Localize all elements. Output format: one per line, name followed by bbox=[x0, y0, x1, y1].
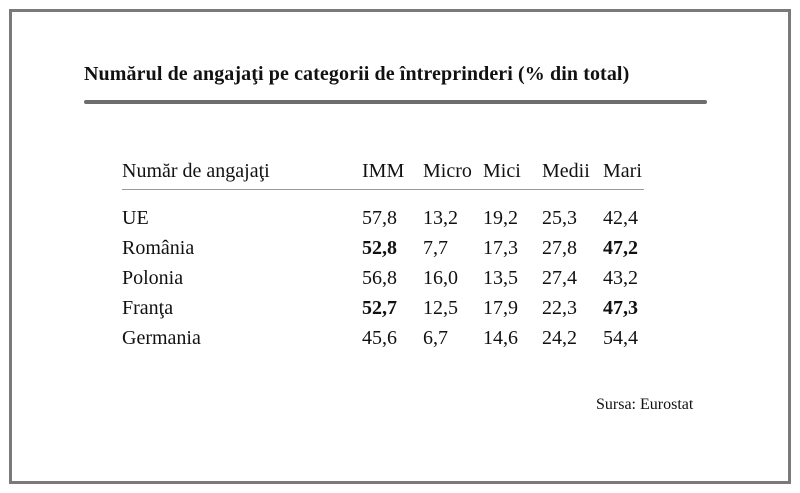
source-note: Sursa: Eurostat bbox=[596, 396, 694, 413]
row-label-3: Franţa bbox=[122, 297, 174, 319]
table-cell-r1-c0: 52,8 bbox=[362, 237, 397, 259]
table-cell-r2-c3: 27,4 bbox=[542, 267, 577, 289]
header-divider bbox=[122, 189, 644, 190]
table-cell-r2-c4: 43,2 bbox=[603, 267, 638, 289]
column-header-3: Mici bbox=[483, 160, 521, 182]
column-header-4: Medii bbox=[542, 160, 590, 182]
table-cell-r2-c1: 16,0 bbox=[423, 267, 458, 289]
table-cell-r3-c1: 12,5 bbox=[423, 297, 458, 319]
table-cell-r0-c1: 13,2 bbox=[423, 207, 458, 229]
table-cell-r1-c4: 47,2 bbox=[603, 237, 638, 259]
table-cell-r4-c4: 54,4 bbox=[603, 327, 638, 349]
table-cell-r4-c3: 24,2 bbox=[542, 327, 577, 349]
figure-frame bbox=[9, 9, 791, 484]
table-cell-r1-c3: 27,8 bbox=[542, 237, 577, 259]
table-cell-r3-c0: 52,7 bbox=[362, 297, 397, 319]
table-title: Numărul de angajaţi pe categorii de într… bbox=[84, 63, 630, 85]
table-cell-r4-c1: 6,7 bbox=[423, 327, 448, 349]
table-cell-r1-c2: 17,3 bbox=[483, 237, 518, 259]
row-label-1: România bbox=[122, 237, 195, 259]
row-label-4: Germania bbox=[122, 327, 201, 349]
table-cell-r0-c4: 42,4 bbox=[603, 207, 638, 229]
column-header-5: Mari bbox=[603, 160, 642, 182]
table-cell-r0-c0: 57,8 bbox=[362, 207, 397, 229]
table-cell-r3-c4: 47,3 bbox=[603, 297, 638, 319]
column-header-1: IMM bbox=[362, 160, 405, 182]
table-cell-r1-c1: 7,7 bbox=[423, 237, 448, 259]
row-label-2: Polonia bbox=[122, 267, 184, 289]
table-cell-r0-c2: 19,2 bbox=[483, 207, 518, 229]
table-cell-r4-c2: 14,6 bbox=[483, 327, 518, 349]
table-cell-r2-c2: 13,5 bbox=[483, 267, 518, 289]
table-cell-r3-c2: 17,9 bbox=[483, 297, 518, 319]
table-cell-r0-c3: 25,3 bbox=[542, 207, 577, 229]
row-label-0: UE bbox=[122, 207, 149, 229]
table-cell-r2-c0: 56,8 bbox=[362, 267, 397, 289]
column-header-0: Număr de angajaţi bbox=[122, 160, 270, 182]
column-header-2: Micro bbox=[423, 160, 472, 182]
table-cell-r3-c3: 22,3 bbox=[542, 297, 577, 319]
title-divider bbox=[84, 100, 707, 104]
table-cell-r4-c0: 45,6 bbox=[362, 327, 397, 349]
